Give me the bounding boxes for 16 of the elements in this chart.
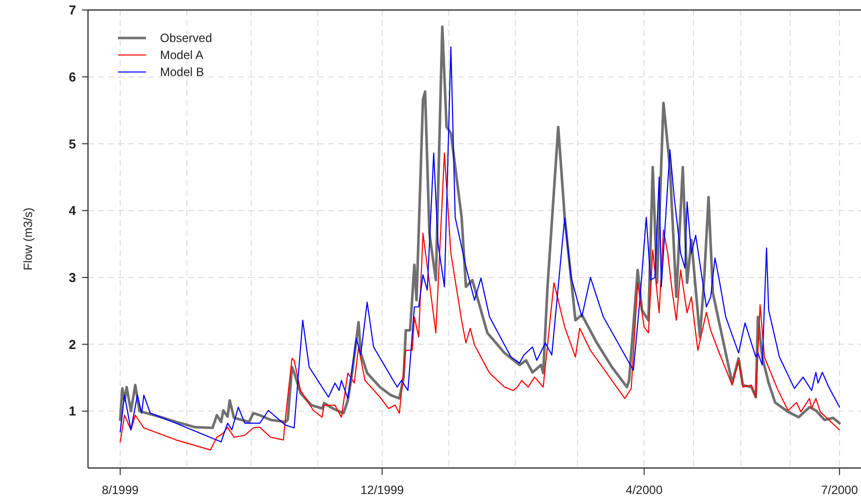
y-tick-label: 2 (68, 336, 76, 352)
legend-label: Observed (160, 31, 212, 46)
y-tick-label: 6 (68, 69, 76, 84)
x-tick-label: 4/2000 (626, 483, 663, 497)
legend-label: Model A (160, 48, 204, 62)
x-tick-label: 7/2000 (821, 483, 858, 497)
y-tick-label: 4 (68, 203, 77, 218)
y-tick-label: 1 (68, 404, 76, 419)
y-tick-label: 3 (68, 270, 76, 285)
x-tick-label: 8/1999 (102, 483, 139, 497)
y-tick-label: 7 (68, 2, 76, 18)
x-tick-label: 12/1999 (360, 483, 404, 497)
y-axis-title: Flow (m3/s) (21, 208, 35, 270)
y-tick-label: 5 (68, 136, 76, 152)
line-series (120, 152, 840, 450)
legend-label: Model B (160, 65, 204, 80)
